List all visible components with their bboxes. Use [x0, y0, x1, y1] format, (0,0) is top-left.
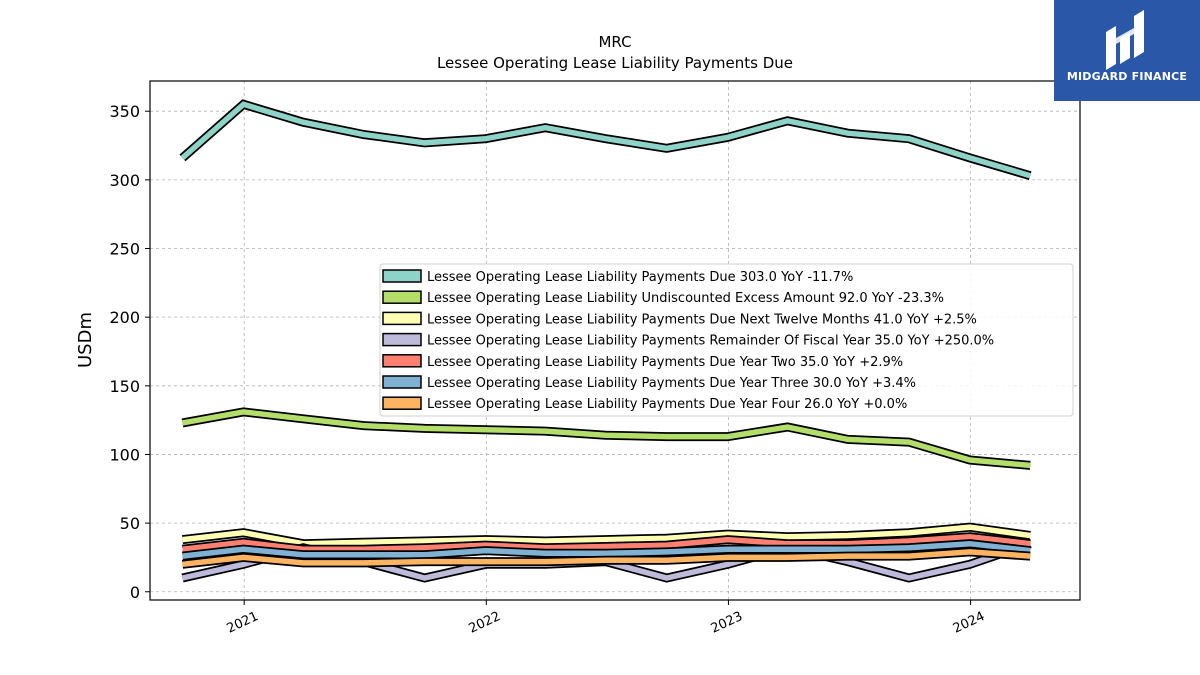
legend-swatch	[382, 375, 422, 389]
series-lines	[179, 99, 1032, 583]
series-line-fill	[182, 524, 1031, 547]
legend-swatch	[382, 311, 422, 326]
x-axis: 2021 2022 2023 2024	[225, 600, 987, 637]
y-tick-label: 0	[130, 583, 140, 602]
legend-entry: Lessee Operating Lease Liability Payment…	[382, 269, 853, 285]
legend-swatch	[382, 332, 422, 347]
y-tick-label: 200	[109, 308, 140, 327]
legend-label: Lessee Operating Lease Liability Payment…	[427, 355, 903, 370]
legend-swatch	[382, 269, 422, 283]
legend-box	[379, 263, 1074, 417]
legend-label: Lessee Operating Lease Liability Payment…	[427, 376, 916, 391]
series-line	[181, 547, 1031, 569]
y-axis-label: USDm	[75, 312, 96, 368]
y-tick-label: 150	[109, 377, 140, 396]
legend-label: Lessee Operating Lease Liability Undisco…	[427, 291, 944, 306]
legend-entry: Lessee Operating Lease Liability Payment…	[382, 311, 977, 327]
series-line	[181, 539, 1031, 561]
chart-subtitle: Lessee Operating Lease Liability Payment…	[437, 54, 793, 72]
series-line	[181, 522, 1031, 549]
series-line	[179, 99, 1032, 181]
x-tick-label: 2021	[225, 609, 261, 637]
legend-entry: Lessee Operating Lease Liability Payment…	[382, 332, 994, 349]
y-tick-label: 300	[109, 171, 140, 190]
x-tick-label: 2022	[467, 609, 503, 637]
legend-label: Lessee Operating Lease Liability Payment…	[427, 270, 853, 285]
legend-entry: Lessee Operating Lease Liability Payment…	[382, 396, 907, 412]
y-tick-label: 250	[109, 240, 140, 259]
legend-entry: Lessee Operating Lease Liability Payment…	[382, 354, 903, 370]
plot-frame	[149, 80, 1081, 601]
series-line-fill	[182, 409, 1031, 469]
chart-title: MRC	[598, 33, 631, 51]
legend-label: Lessee Operating Lease Liability Payment…	[427, 312, 977, 327]
legend-entry: Lessee Operating Lease Liability Undisco…	[382, 290, 944, 306]
legend-label: Lessee Operating Lease Liability Payment…	[427, 334, 994, 349]
legend-entry: Lessee Operating Lease Liability Payment…	[382, 375, 916, 391]
y-axis: 0 50 100 150 200 250 300 350	[109, 102, 150, 602]
series-line	[181, 407, 1031, 470]
series-line-fill	[182, 549, 1031, 568]
x-tick-label: 2023	[709, 609, 745, 637]
legend: Lessee Operating Lease Liability Payment…	[379, 263, 1074, 417]
y-tick-label: 100	[109, 445, 140, 464]
series-line-fill	[182, 540, 1031, 559]
legend-label: Lessee Operating Lease Liability Payment…	[427, 397, 907, 412]
legend-swatch	[382, 290, 422, 304]
y-tick-label: 50	[120, 514, 140, 533]
series-line	[181, 532, 1031, 554]
series-line-fill	[182, 534, 1031, 552]
legend-swatch	[382, 354, 422, 368]
legend-swatch	[382, 396, 422, 410]
brand-logo: MIDGARD FINANCE	[1054, 0, 1200, 101]
logo-mark-icon	[1106, 10, 1144, 70]
logo-text: MIDGARD FINANCE	[1066, 70, 1188, 83]
y-tick-label: 350	[109, 102, 140, 121]
series-line-fill	[180, 101, 1031, 179]
x-tick-label: 2024	[951, 609, 987, 637]
